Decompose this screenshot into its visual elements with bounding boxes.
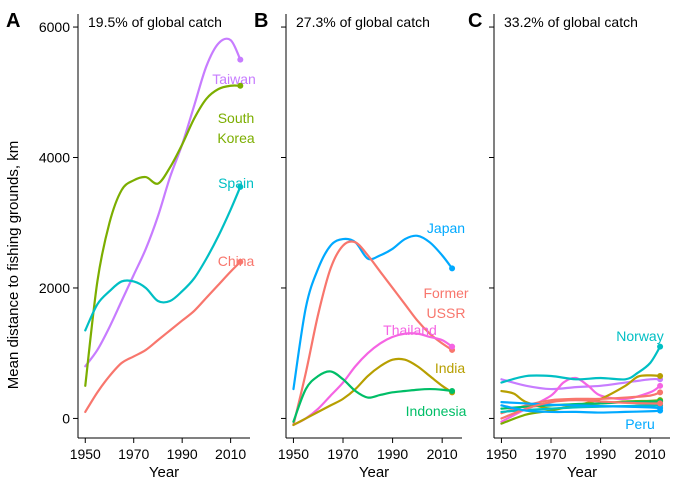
series-label-line: China [218,253,255,269]
y-tick-label: 2000 [39,280,70,296]
panel-annotation: 33.2% of global catch [504,14,638,30]
series-line-unlabeled [500,401,662,410]
x-axis-label: Year [359,464,389,481]
x-tick-label: 1950 [278,446,309,462]
x-axis-label: Year [567,464,597,481]
series-line-peru [500,404,662,414]
panel-letter: B [254,10,268,32]
series-label-china: China [218,253,255,269]
panels: A 19.5% of global catch 0 2000 4000 6000 1950 1… [6,10,670,481]
panel-annotation: 27.3% of global catch [296,14,430,30]
series-label-line: Norway [616,328,663,344]
x-tick-label: 1970 [118,446,149,462]
series-label-japan: Japan [427,220,465,236]
series-label-line: Japan [427,220,465,236]
x-tick-label: 2010 [635,446,666,462]
series-end-point-unlabeled [657,389,664,396]
series-line-unlabeled [500,399,662,420]
series-label-line: Korea [217,130,255,146]
x-tick-label: 2010 [427,446,458,462]
series-line-unlabeled [500,400,662,410]
y-tick-label: 0 [62,410,70,426]
series-label-spain: Spain [218,175,254,191]
series-end-point-spain [237,183,244,190]
series-line-indonesia [292,370,454,423]
series-line-unlabeled [500,391,662,415]
series-line-india [292,357,454,427]
x-tick-label: 1990 [585,446,616,462]
series-label-line: USSR [427,305,466,321]
y-tick-label: 4000 [39,150,70,166]
x-axis-label: Year [149,464,179,481]
series-end-point-unlabeled [657,382,664,389]
series-line-taiwan [84,37,242,368]
series-label-line: Thailand [383,322,437,338]
series-label-norway: Norway [616,328,663,344]
series-label-indonesia: Indonesia [406,403,467,419]
series-line-thailand [292,332,454,427]
y-tick-label: 6000 [39,19,70,35]
x-tick-label: 1950 [70,446,101,462]
series-label-line: South [218,110,255,126]
series-label-former-ussr: Former USSR [423,285,468,321]
series-line-china [84,260,242,414]
series-end-point-thailand [449,343,456,350]
series-label-line: Spain [218,175,254,191]
x-tick-label: 1990 [377,446,408,462]
x-tick-label: 1950 [486,446,517,462]
series-label-line: India [435,360,466,376]
series-end-point-indonesia [449,388,456,395]
series-line-spain [84,185,242,332]
series-label-south-korea: South Korea [217,110,255,146]
series-line-norway [500,345,662,384]
panel-letter: A [6,10,20,32]
series-label-line: Peru [625,416,655,432]
series-end-point-peru [657,407,664,414]
series-end-point-south-korea [237,82,244,89]
series-label-line: Former [423,285,468,301]
series-end-point-taiwan [237,56,244,63]
series-line-japan [292,234,454,391]
series-end-point-norway [657,343,664,350]
series-label-taiwan: Taiwan [212,71,256,87]
x-tick-label: 1970 [327,446,358,462]
panel-annotation: 19.5% of global catch [88,14,222,30]
x-tick-label: 1990 [167,446,198,462]
series-label-line: Taiwan [212,71,256,87]
x-tick-label: 2010 [215,446,246,462]
y-axis-label: Mean distance to fishing grounds, km [5,141,22,389]
x-tick-label: 1970 [535,446,566,462]
series-end-point-unlabeled [657,400,664,407]
series-end-point-unlabeled [657,373,664,380]
series-line-south-korea [84,84,242,387]
panel-a: A 19.5% of global catch 0 2000 4000 6000 1950 1… [6,10,256,481]
panel-c: C 33.2% of global catch 1950 1970 1990 2010 Ye… [468,10,670,481]
series-line-former-ussr [292,240,454,427]
panel-b: B 27.3% of global catch 1950 1970 1990 2010 Ye… [254,10,469,481]
series-label-line: Indonesia [406,403,467,419]
series-end-point-china [237,258,244,265]
series-label-india: India [435,360,466,376]
series-end-point-japan [449,265,456,272]
panel-letter: C [468,10,482,32]
series-label-thailand: Thailand [383,322,437,338]
series-label-peru: Peru [625,416,655,432]
